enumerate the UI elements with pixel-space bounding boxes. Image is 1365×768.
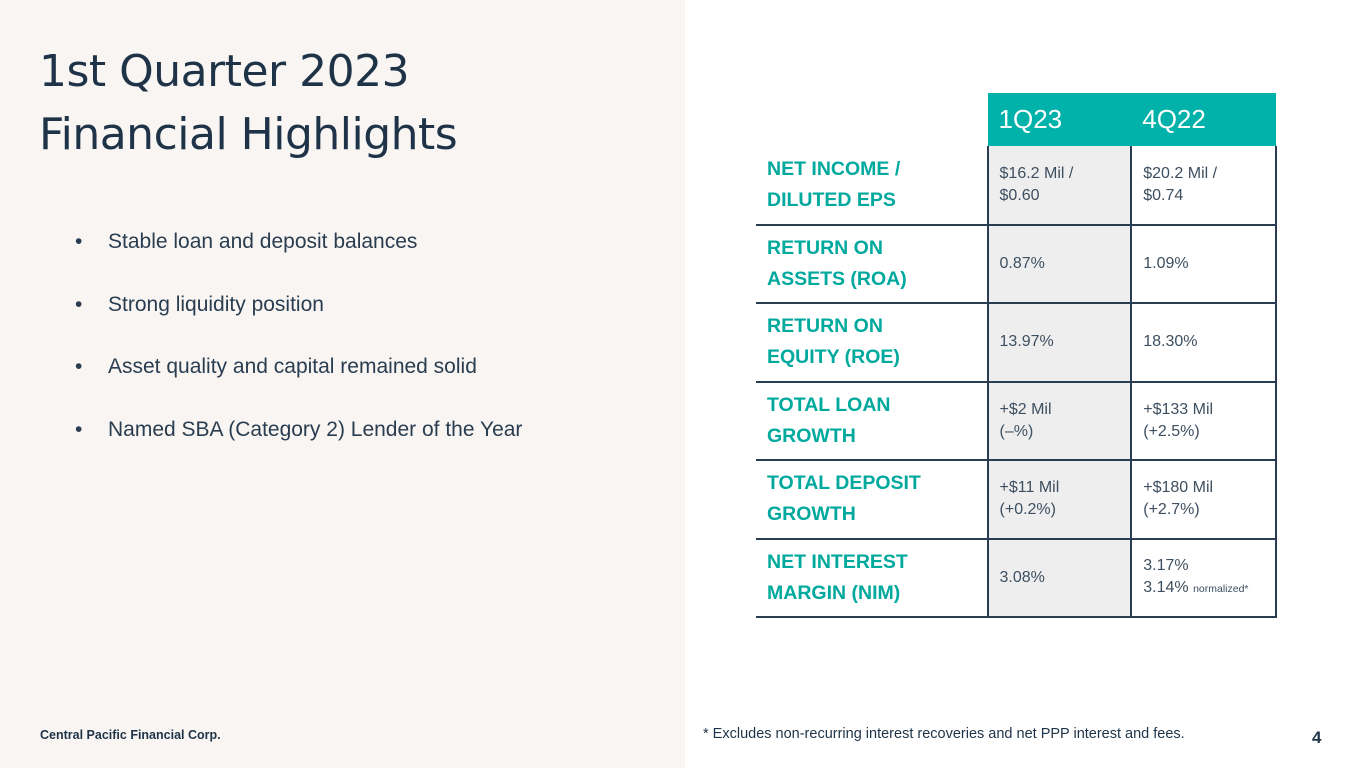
bullet-text: Asset quality and capital remained solid (108, 355, 477, 378)
bullet-icon: • (75, 292, 83, 316)
list-item: • Stable loan and deposit balances (75, 226, 522, 258)
cell-1q23: 3.08% (987, 538, 1133, 618)
cell-line: +$2 Mil (999, 400, 1052, 418)
row-label-line: NET INCOME / (767, 157, 901, 180)
row-label-line: GROWTH (767, 503, 856, 526)
row-label-line: ASSETS (ROA) (767, 267, 907, 290)
metrics-table: 1Q23 4Q22 NET INCOME / DILUTED EPS $16.2 … (756, 93, 1277, 618)
cell-line: 3.14% (1143, 579, 1189, 597)
cell-1q23: 13.97% (987, 303, 1133, 383)
bullet-text: Named SBA (Category 2) Lender of the Yea… (108, 417, 523, 441)
cell-line: 1.09% (1143, 254, 1189, 272)
cell-4q22: $20.2 Mil / $0.74 (1131, 146, 1277, 226)
cell-line: 3.17% (1143, 557, 1189, 575)
table-row: TOTAL LOAN GROWTH +$2 Mil (–%) +$133 Mil (+… (756, 381, 1277, 461)
cell-1q23: +$11 Mil (+0.2%) (987, 460, 1133, 540)
cell-line: +$11 Mil (999, 479, 1060, 497)
cell-4q22: +$133 Mil (+2.5%) (1131, 381, 1277, 461)
row-label-line: DILUTED EPS (767, 188, 896, 211)
cell-4q22: 1.09% (1131, 224, 1277, 304)
highlights-list: • Stable loan and deposit balances • Stron… (75, 226, 522, 476)
company-name: Central Pacific Financial Corp. (40, 728, 221, 742)
list-item: • Strong liquidity position (75, 289, 522, 321)
cell-line: $0.74 (1143, 186, 1184, 204)
cell-1q23: +$2 Mil (–%) (987, 381, 1133, 461)
title-line-2: Financial Highlights (39, 109, 458, 160)
row-label-line: MARGIN (NIM) (767, 581, 901, 604)
table-row: NET INTEREST MARGIN (NIM) 3.08% 3.17% 3.14… (756, 538, 1277, 618)
bullet-icon: • (75, 230, 83, 253)
row-label: NET INCOME / DILUTED EPS (756, 146, 989, 226)
cell-line: (+2.7%) (1143, 501, 1200, 519)
bullet-text: Stable loan and deposit balances (108, 230, 418, 253)
cell-4q22: +$180 Mil (+2.7%) (1131, 460, 1277, 540)
title-line-1: 1st Quarter 2023 (39, 46, 410, 97)
table-row: RETURN ON EQUITY (ROE) 13.97% 18.30% (756, 303, 1277, 383)
list-item: • Named SBA (Category 2) Lender of the Ye… (75, 414, 522, 446)
normalized-note: normalized* (1193, 583, 1249, 596)
row-label: NET INTEREST MARGIN (NIM) (756, 538, 989, 618)
list-item: • Asset quality and capital remained soli… (75, 351, 522, 383)
header-blank (756, 93, 988, 146)
cell-line: 18.30% (1143, 333, 1198, 351)
cell-1q23: $16.2 Mil / $0.60 (987, 146, 1133, 226)
cell-line: (+0.2%) (999, 501, 1056, 519)
row-label: TOTAL DEPOSIT GROWTH (756, 460, 989, 540)
row-label: RETURN ON ASSETS (ROA) (756, 224, 989, 304)
cell-line: $0.60 (999, 186, 1040, 204)
cell-line: 0.87% (999, 254, 1045, 272)
bullet-icon: • (75, 417, 83, 441)
left-panel (0, 0, 685, 768)
row-label-line: RETURN ON (767, 236, 883, 259)
table-row: TOTAL DEPOSIT GROWTH +$11 Mil (+0.2%) +$18… (756, 460, 1277, 540)
bullet-text: Strong liquidity position (108, 292, 324, 316)
cell-4q22: 18.30% (1131, 303, 1277, 383)
cell-line: 3.08% (999, 568, 1045, 586)
footnote: * Excludes non-recurring interest recove… (703, 726, 1185, 742)
cell-line: +$180 Mil (1143, 479, 1214, 497)
cell-line: +$133 Mil (1143, 400, 1214, 418)
cell-line: 13.97% (999, 333, 1054, 351)
row-label-line: TOTAL LOAN (767, 393, 891, 416)
cell-line: (+2.5%) (1143, 422, 1200, 440)
page-number: 4 (1312, 728, 1322, 747)
row-label-line: EQUITY (ROE) (767, 346, 900, 369)
bullet-icon: • (75, 355, 83, 378)
row-label: RETURN ON EQUITY (ROE) (756, 303, 989, 383)
row-label-line: RETURN ON (767, 315, 883, 338)
cell-line: $20.2 Mil / (1143, 164, 1218, 182)
cell-1q23: 0.87% (987, 224, 1133, 304)
row-label-line: GROWTH (767, 424, 856, 447)
table-header-row: 1Q23 4Q22 (756, 93, 1276, 146)
table-row: RETURN ON ASSETS (ROA) 0.87% 1.09% (756, 224, 1277, 304)
cell-line: (–%) (999, 422, 1034, 440)
header-1q23: 1Q23 (987, 93, 1132, 146)
cell-4q22: 3.17% 3.14% normalized* (1131, 538, 1277, 618)
cell-line: $16.2 Mil / (999, 164, 1074, 182)
row-label: TOTAL LOAN GROWTH (756, 381, 989, 461)
slide-title: 1st Quarter 2023 Financial Highlights (39, 40, 458, 166)
row-label-line: NET INTEREST (767, 550, 908, 573)
header-4q22: 4Q22 (1131, 93, 1276, 146)
table-row: NET INCOME / DILUTED EPS $16.2 Mil / $0.60… (756, 146, 1277, 226)
row-label-line: TOTAL DEPOSIT (767, 472, 921, 495)
